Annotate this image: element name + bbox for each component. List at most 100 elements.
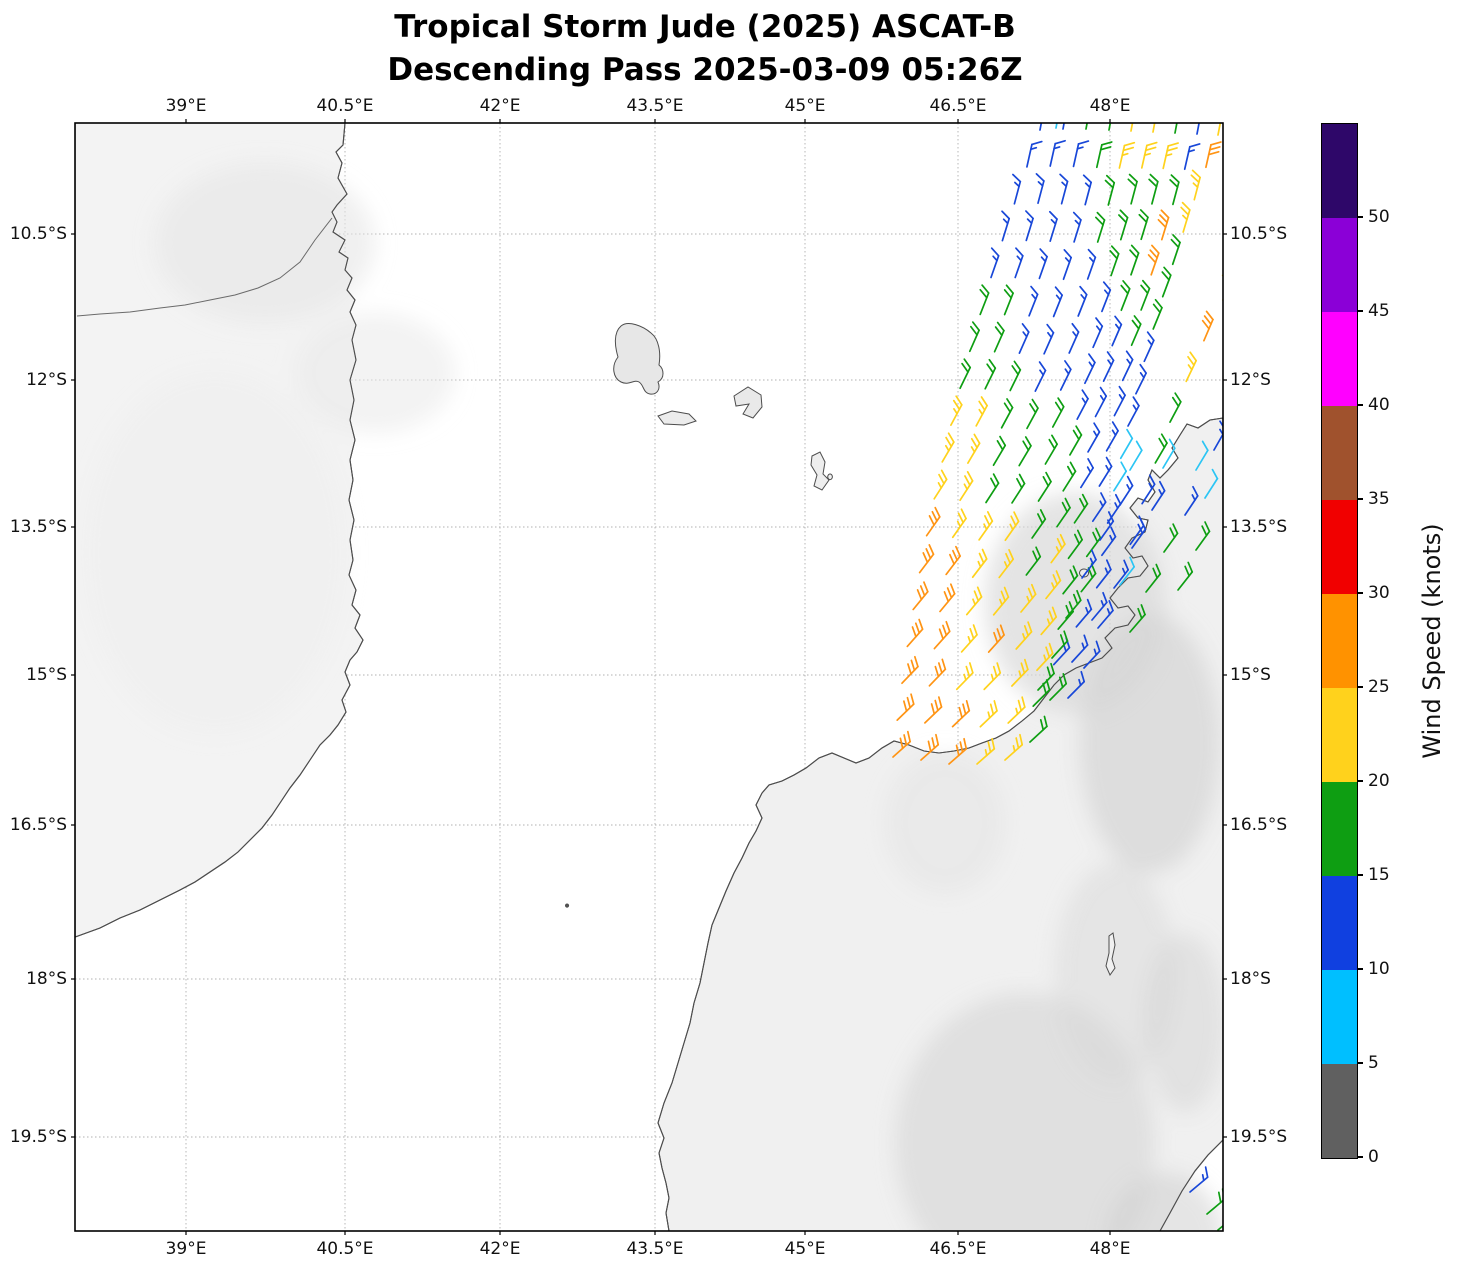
wind-barb	[1004, 733, 1024, 761]
mayotte-island	[810, 451, 830, 491]
colorbar-segment	[1322, 875, 1357, 970]
wind-barb	[1113, 461, 1128, 492]
colorbar-tick-label: 40	[1368, 395, 1390, 415]
wind-barb	[1130, 315, 1142, 347]
wind-barb	[1029, 715, 1048, 743]
grande-comore-island	[613, 323, 664, 395]
colorbar-tick-mark	[1358, 404, 1363, 406]
lat-tick-label-left: 12°S	[26, 370, 67, 390]
wind-barb	[1140, 141, 1158, 169]
colorbar-segment	[1322, 311, 1357, 406]
colorbar-tick-label: 30	[1368, 583, 1390, 603]
wind-barb	[1025, 210, 1034, 242]
wind-barb	[1028, 285, 1039, 317]
wind-barb	[1131, 519, 1147, 549]
wind-barb	[1055, 123, 1061, 129]
lat-tick-label-left: 15°S	[26, 665, 67, 685]
anjouan-island	[733, 386, 763, 419]
wind-barb	[1095, 211, 1106, 243]
wind-barb	[1109, 245, 1120, 277]
wind-barb	[1037, 662, 1055, 691]
wind-barb	[1043, 323, 1055, 355]
wind-barb	[1140, 279, 1151, 311]
wind-barb	[1076, 389, 1089, 420]
wind-barb	[1059, 360, 1072, 391]
wind-barb	[928, 658, 947, 687]
wind-barb	[1185, 351, 1197, 383]
wind-barb	[1072, 211, 1082, 243]
wind-barb	[1025, 546, 1042, 576]
wind-barb	[951, 508, 967, 539]
colorbar-tick-mark	[1358, 780, 1363, 782]
colorbar-segment	[1322, 969, 1357, 1064]
wind-barb	[975, 396, 988, 427]
wind-barb	[906, 618, 924, 648]
wind-barb	[1056, 497, 1071, 528]
wind-barb	[1007, 696, 1026, 724]
lon-tick-label-top: 40.5°E	[316, 96, 374, 116]
wind-barb	[1034, 361, 1047, 392]
wind-barb	[971, 548, 988, 579]
wind-barb	[1120, 280, 1131, 312]
wind-barb	[967, 433, 981, 464]
wind-speed-colorbar	[1321, 123, 1358, 1159]
wind-barb	[920, 733, 940, 761]
colorbar-segment	[1322, 123, 1357, 218]
wind-barb	[1118, 209, 1129, 241]
wind-barb	[959, 470, 974, 502]
moheli-island	[657, 410, 697, 426]
wind-barb	[1040, 606, 1058, 636]
wind-barb	[1085, 123, 1092, 130]
wind-barb	[1205, 141, 1222, 169]
colorbar-tick-label: 20	[1368, 771, 1390, 791]
wind-barb	[1195, 521, 1211, 551]
wind-barb	[1141, 474, 1156, 505]
wind-barb	[984, 358, 997, 390]
wind-barbs	[892, 123, 1223, 1231]
wind-barb	[1085, 527, 1102, 558]
wind-barb	[918, 544, 935, 574]
lat-tick-label-left: 10.5°S	[9, 224, 67, 244]
wind-barb	[1068, 322, 1080, 354]
wind-barb	[925, 506, 941, 537]
colorbar-tick-label: 10	[1368, 959, 1390, 979]
lon-tick-label-top: 48°E	[1089, 96, 1131, 116]
wind-barb	[1162, 142, 1179, 170]
wind-barb	[1162, 438, 1176, 469]
wind-barb	[1045, 570, 1062, 600]
colorbar-tick-mark	[1358, 1156, 1363, 1158]
wind-barb	[960, 624, 978, 653]
wind-barb	[1038, 248, 1048, 280]
wind-barb	[959, 358, 972, 390]
wind-barb	[1092, 317, 1104, 349]
lon-tick-label-bottom: 48°E	[1089, 1239, 1131, 1259]
colorbar-tick-mark	[1358, 686, 1363, 688]
colorbar-tick-mark	[1358, 1062, 1363, 1064]
wind-barb	[1026, 398, 1039, 430]
wind-barb	[1048, 210, 1058, 242]
wind-barb	[1018, 323, 1030, 354]
wind-barb	[1196, 123, 1203, 135]
wind-barb	[1127, 396, 1140, 427]
wind-barb	[1130, 123, 1137, 132]
wind-barb	[1105, 421, 1119, 452]
wind-barb	[978, 511, 994, 541]
lon-tick-label-top: 46.5°E	[929, 96, 987, 116]
wind-barb	[983, 662, 1002, 691]
river-border-line	[76, 217, 333, 317]
wind-barb	[1082, 174, 1092, 206]
wind-barb	[1051, 397, 1065, 428]
wind-barb	[1065, 589, 1082, 619]
wind-barb	[1091, 492, 1107, 523]
wind-barb	[1020, 583, 1037, 613]
wind-barb	[1097, 600, 1114, 629]
wind-barb	[1183, 143, 1201, 171]
wind-barb	[1201, 310, 1214, 342]
wind-barb	[968, 321, 980, 353]
colorbar-tick-label: 5	[1368, 1053, 1379, 1073]
wind-barb	[992, 435, 1007, 467]
lon-tick-label-bottom: 45°E	[784, 1239, 826, 1259]
wind-barb	[1174, 123, 1181, 134]
lon-tick-label-bottom: 40.5°E	[316, 1239, 374, 1259]
